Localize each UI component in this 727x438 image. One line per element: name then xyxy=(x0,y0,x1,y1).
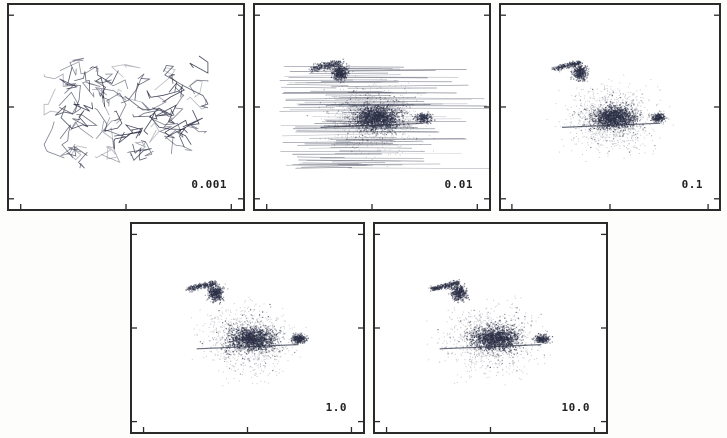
panel-label-1-0: 1.0 xyxy=(325,401,347,414)
panel-0-01: 0.01 xyxy=(253,3,491,211)
panel-image-10-0 xyxy=(375,233,606,432)
panel-image-0-1 xyxy=(501,14,719,209)
panel-image-0-001 xyxy=(9,14,243,209)
panel-label-0-1: 0.1 xyxy=(681,178,703,191)
panel-label-10-0: 10.0 xyxy=(561,401,590,414)
panel-label-0-01: 0.01 xyxy=(444,178,473,191)
panel-10-0: 10.0 xyxy=(373,222,608,434)
panel-1-0: 1.0 xyxy=(130,222,365,434)
panel-0-1: 0.1 xyxy=(499,3,721,211)
panel-image-0-01 xyxy=(255,14,489,209)
panel-0-001: 0.001 xyxy=(7,3,245,211)
panel-image-1-0 xyxy=(132,233,363,432)
panel-label-0-001: 0.001 xyxy=(191,178,227,191)
